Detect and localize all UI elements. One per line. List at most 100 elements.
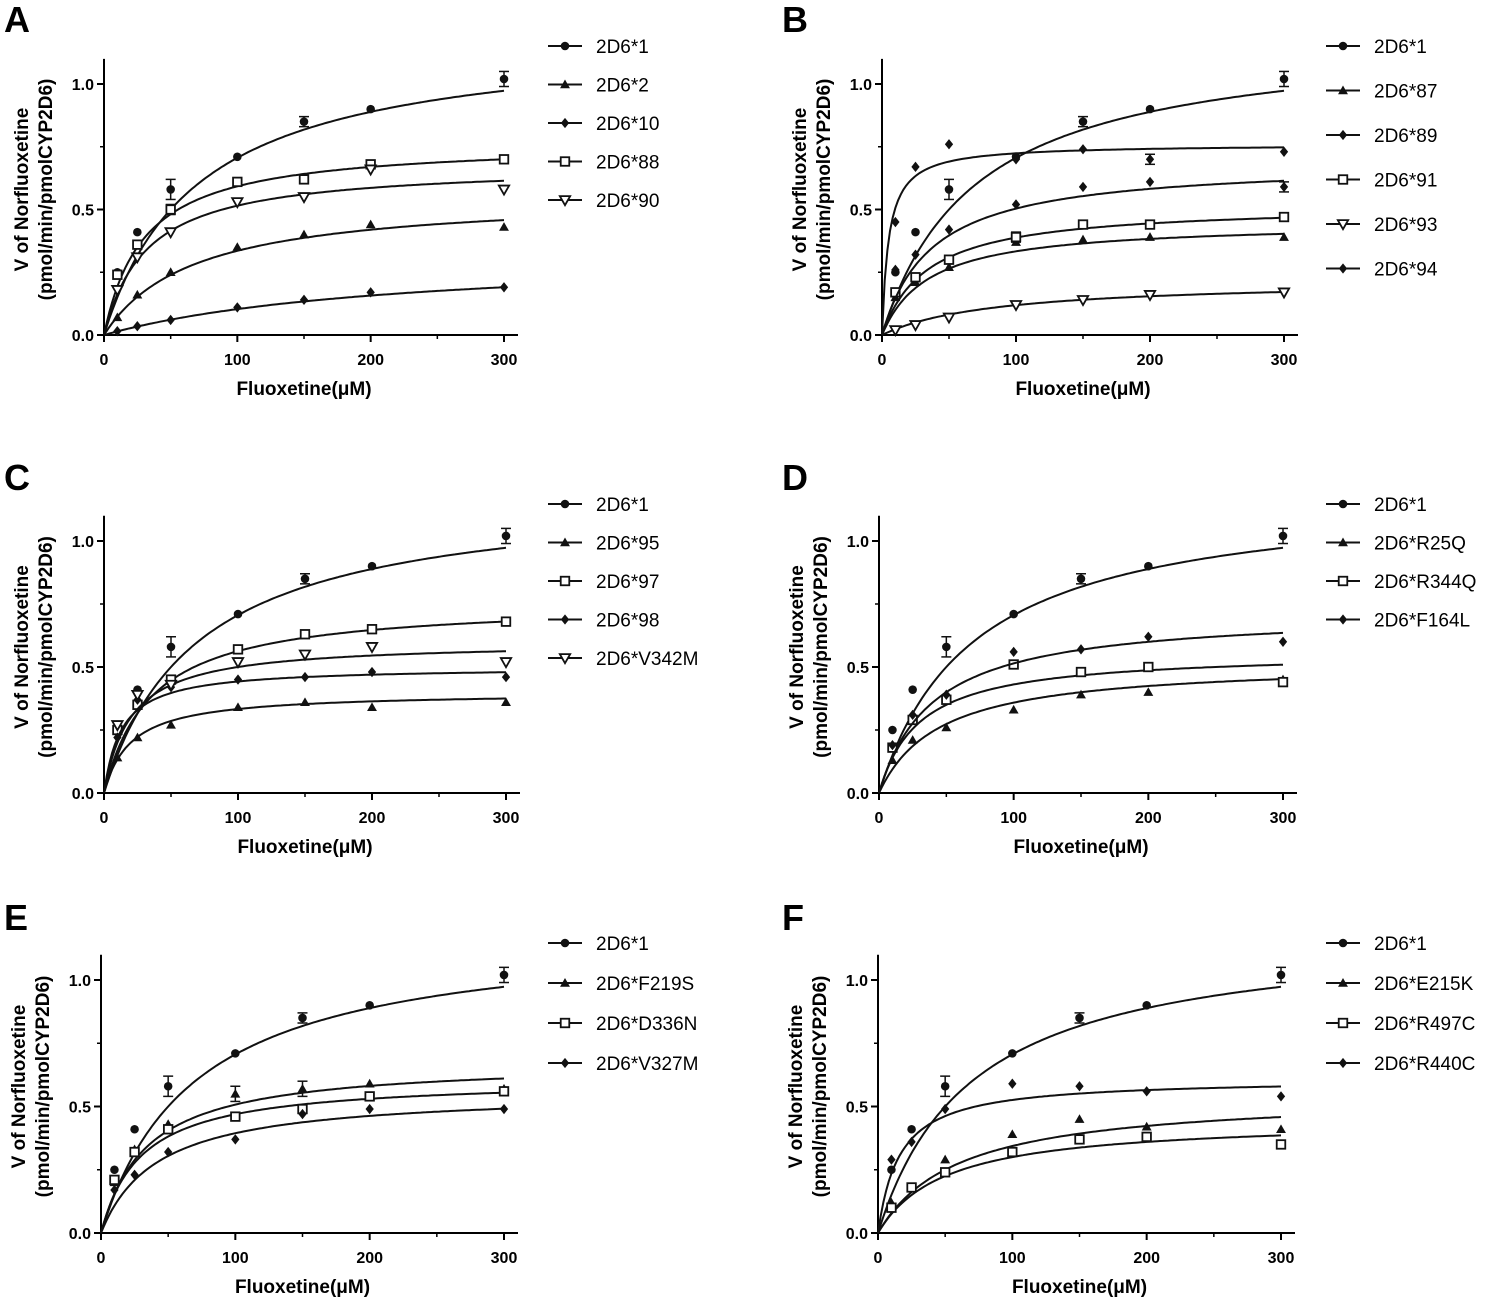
series-2D6*R497C [877,1131,1287,1234]
x-tick-label: 200 [1137,352,1164,369]
y-tick-label: 1.0 [846,973,868,990]
data-point [109,1174,120,1186]
data-point [232,644,244,655]
x-axis-title: Fluoxetine(μM) [1012,1277,1147,1298]
data-point [1278,211,1290,223]
data-point [129,1146,140,1158]
panel-a-letter: A [4,0,30,40]
data-point [1076,644,1086,655]
fit-curve [100,1077,505,1234]
data-point [232,176,243,188]
data-point [130,252,145,265]
legend-marker [560,41,570,51]
fit-curve [103,546,507,794]
data-point [130,689,145,702]
legend-label: 2D6*E215K [1374,974,1474,995]
data-point [365,219,376,229]
data-point [233,302,242,313]
data-point [165,204,176,215]
x-tick-label: 300 [1271,352,1298,369]
data-point [1279,146,1289,157]
data-point [1009,646,1018,658]
data-point [499,970,509,980]
data-point [499,282,509,293]
legend-label: 2D6*87 [1374,82,1437,103]
series-2D6*10 [103,282,509,337]
y-axis-title-line2: (pmol/min/pmolCYP2D6) [36,79,57,301]
data-point [365,1001,374,1010]
data-point [1007,1129,1018,1139]
series-2D6*F219S [100,1077,509,1234]
legend-marker [559,156,571,167]
data-point [232,242,243,251]
fit-curve [100,1107,505,1234]
data-point [1141,1131,1152,1143]
data-point [299,294,309,306]
x-tick-label: 0 [100,810,109,827]
data-point [1007,1146,1018,1158]
legend-item-2D6*V342M: 2D6*V342M [548,649,698,670]
legend-item-2D6*91: 2D6*91 [1326,171,1437,192]
x-axis-title: Fluoxetine(μM) [237,837,372,858]
legend-marker [560,614,570,625]
series-2D6*1 [103,70,509,336]
data-point [1143,687,1154,696]
legend-item-2D6*1: 2D6*1 [1326,934,1427,955]
fit-curve [878,663,1284,794]
y-axis-title-line2: (pmol/min/pmolCYP2D6) [810,976,831,1198]
legend-item-2D6*94: 2D6*94 [1326,260,1438,281]
y-tick-label: 0.0 [846,1226,868,1243]
data-point [944,224,954,235]
legend-label: 2D6*R497C [1374,1014,1475,1035]
data-point [1145,104,1155,114]
legend-label: 2D6*1 [596,495,649,516]
data-point [906,1182,917,1193]
data-point [1076,295,1090,307]
data-point [911,249,920,260]
chart-panel-d: D 0 100 200 300 0.0 0.5 1.0 Fluoxetine(μM) V of N… [782,457,1476,858]
data-point [497,184,511,197]
y-axis-title-line1: V of Norfluoxetine [790,108,811,272]
legend-marker [1338,263,1348,274]
data-point [1143,290,1157,302]
data-point [910,272,921,283]
legend-marker [558,653,572,665]
legend-marker [1336,219,1350,231]
data-point [886,1202,897,1213]
y-tick-label: 1.0 [69,973,91,990]
data-point [1143,661,1154,673]
y-tick-label: 0.0 [72,786,94,803]
legend-label: 2D6*95 [596,534,659,555]
data-point [164,679,178,692]
legend-marker [559,1017,571,1029]
y-tick-label: 1.0 [72,534,94,551]
data-point [132,732,143,742]
data-point [907,735,918,744]
legend-item-2D6*2: 2D6*2 [548,76,649,97]
data-point [911,227,920,237]
data-point [298,1108,307,1120]
x-tick-label: 0 [97,1250,106,1267]
series-2D6*88 [103,154,510,336]
data-point [110,1165,119,1175]
legend-label: 2D6*R440C [1374,1054,1475,1075]
legend-item-2D6*V327M: 2D6*V327M [548,1054,698,1075]
fit-curve [881,232,1284,336]
y-tick-label: 1.0 [847,534,869,551]
legend-item-2D6*E215K: 2D6*E215K [1326,974,1474,995]
legend-label: 2D6*88 [596,153,659,174]
legend-label: 2D6*97 [596,572,659,593]
legend-marker [560,79,570,89]
y-tick-label: 0.5 [847,660,869,677]
data-point [1145,154,1155,165]
series-2D6*1 [103,527,511,794]
x-tick-label: 0 [874,1250,883,1267]
series-2D6*2 [103,219,509,336]
data-point [233,609,243,619]
data-point [498,1086,510,1097]
legend-marker [1338,978,1348,987]
y-axis-title-line2: (pmol/min/pmolCYP2D6) [33,976,54,1198]
data-point [1276,970,1286,980]
data-point [1279,181,1289,193]
data-point [230,1111,241,1122]
